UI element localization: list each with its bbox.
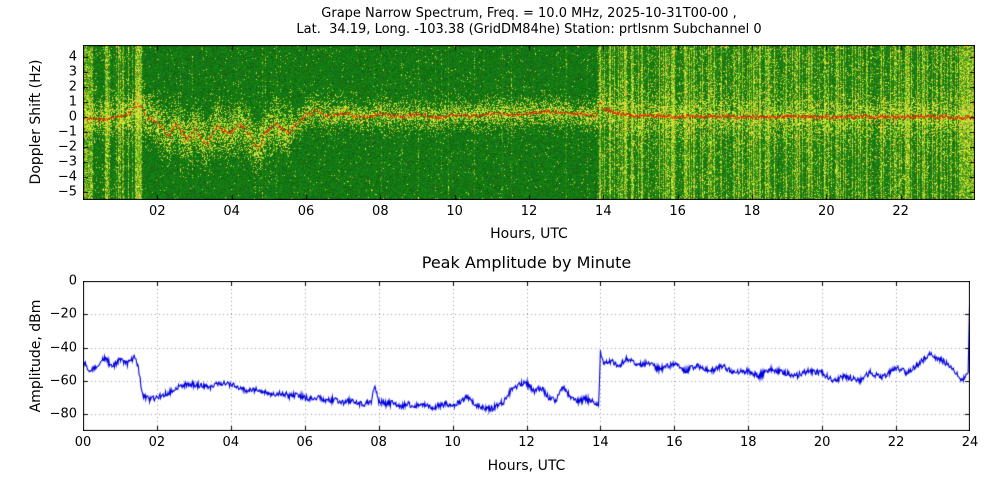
x-tick-label: 10 — [446, 204, 463, 219]
spectrogram-canvas — [83, 45, 975, 200]
x-tick-label: 14 — [595, 204, 612, 219]
x-tick-label: 06 — [296, 435, 314, 450]
x-tick-label: 08 — [372, 204, 389, 219]
amplitude-x-axis-label: Hours, UTC — [487, 458, 566, 474]
x-tick-label: 24 — [961, 435, 979, 450]
x-tick-label: 02 — [148, 435, 166, 450]
x-tick-label: 04 — [222, 435, 240, 450]
y-tick-label: −4 — [57, 169, 77, 185]
x-tick-label: 00 — [74, 435, 92, 450]
y-tick-label: −20 — [49, 306, 77, 322]
x-tick-label: 10 — [444, 435, 461, 450]
x-tick-label: 02 — [149, 204, 166, 219]
y-tick-label: −3 — [57, 154, 77, 170]
x-tick-label: 18 — [739, 435, 757, 450]
spectrogram-title-line2: Lat. 34.19, Long. -103.38 (GridDM84he) S… — [296, 22, 762, 37]
y-tick-label: 1 — [68, 94, 77, 110]
x-tick-label: 14 — [592, 435, 609, 450]
spectrogram-title-line1: Grape Narrow Spectrum, Freq. = 10.0 MHz,… — [321, 6, 737, 21]
amplitude-canvas — [83, 281, 970, 431]
y-tick-label: 4 — [68, 49, 77, 65]
x-tick-label: 12 — [518, 435, 535, 450]
x-tick-label: 16 — [666, 435, 683, 450]
y-tick-label: 3 — [68, 64, 77, 80]
x-tick-label: 22 — [892, 204, 909, 219]
amplitude-title: Peak Amplitude by Minute — [421, 253, 632, 272]
x-tick-label: 08 — [370, 435, 387, 450]
y-tick-label: −2 — [57, 139, 77, 155]
y-tick-label: −60 — [49, 373, 77, 389]
x-tick-label: 22 — [887, 435, 905, 450]
y-tick-label: −5 — [57, 184, 77, 200]
x-tick-label: 04 — [223, 204, 240, 219]
x-tick-label: 06 — [297, 204, 315, 219]
x-tick-label: 12 — [520, 204, 538, 219]
y-tick-label: 2 — [68, 79, 77, 95]
amplitude-y-axis-label: Amplitude, dBm — [28, 299, 44, 413]
x-tick-label: 20 — [813, 435, 831, 450]
x-tick-label: 20 — [818, 204, 835, 219]
x-tick-label: 16 — [669, 204, 686, 219]
y-tick-label: 0 — [68, 273, 77, 289]
y-tick-label: 0 — [68, 109, 77, 125]
y-tick-label: −40 — [49, 340, 77, 356]
y-tick-label: −1 — [57, 124, 77, 140]
y-tick-label: −80 — [49, 406, 77, 422]
spectrogram-x-axis-label: Hours, UTC — [490, 226, 568, 242]
x-tick-label: 18 — [743, 204, 761, 219]
spectrogram-y-axis-label: Doppler Shift (Hz) — [28, 59, 44, 185]
